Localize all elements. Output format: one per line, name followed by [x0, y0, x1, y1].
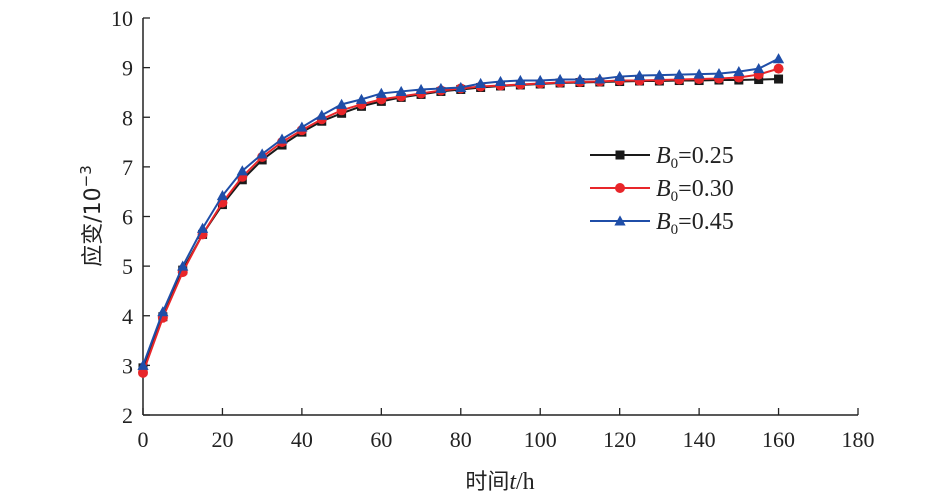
- legend-label: B0=0.30: [656, 176, 734, 205]
- data-point: [355, 93, 368, 104]
- y-tick-label: 3: [122, 353, 133, 378]
- data-point: [216, 190, 229, 201]
- data-point: [494, 75, 507, 87]
- data-point: [514, 74, 526, 86]
- legend-label-var: B: [656, 209, 671, 235]
- legend-marker: [615, 183, 625, 193]
- x-tick-label: 180: [842, 427, 875, 452]
- legend-label-sub: 0: [671, 156, 679, 172]
- legend-label-value: =0.25: [678, 143, 734, 169]
- legend-label-sub: 0: [671, 222, 679, 238]
- x-tick-label: 0: [138, 427, 149, 452]
- x-axis-ticks: 0 20 40 60 80 100 120 140 160 180: [138, 408, 875, 452]
- data-point: [653, 69, 666, 80]
- legend-label: B0=0.45: [656, 209, 734, 238]
- legend-label-value: =0.30: [678, 176, 734, 202]
- x-axis-title: 时间t/h: [465, 469, 534, 495]
- x-axis-title-var: t: [509, 469, 517, 495]
- data-point: [594, 73, 606, 84]
- data-point: [773, 63, 784, 74]
- y-axis-title: 应变/10−3: [77, 165, 106, 267]
- legend-label-var: B: [656, 176, 671, 202]
- y-tick-label: 9: [122, 56, 133, 81]
- legend-item: B0=0.30: [590, 176, 734, 205]
- series-triangle: [137, 53, 785, 370]
- legend-label: B0=0.25: [656, 143, 734, 172]
- y-tick-label: 2: [122, 403, 133, 428]
- data-point: [256, 148, 268, 159]
- data-point: [316, 109, 328, 120]
- legend-item: B0=0.25: [590, 143, 734, 172]
- data-point: [574, 73, 586, 85]
- legend-marker: [614, 215, 626, 226]
- data-point: [772, 53, 785, 64]
- x-tick-label: 140: [683, 427, 716, 452]
- data-point: [395, 85, 407, 96]
- y-tick-label: 4: [122, 304, 133, 329]
- y-tick-label: 7: [122, 155, 133, 180]
- y-tick-label: 6: [122, 205, 133, 230]
- data-point: [614, 70, 626, 82]
- x-tick-label: 20: [211, 427, 233, 452]
- y-axis-title-exp: −3: [77, 165, 95, 187]
- data-point: [475, 77, 487, 89]
- x-axis-title-post: /h: [516, 469, 535, 495]
- legend-label-sub: 0: [671, 189, 679, 205]
- y-tick-label: 8: [122, 105, 133, 130]
- data-point: [554, 73, 566, 85]
- x-axis-title-pre: 时间: [465, 470, 509, 495]
- data-point: [296, 121, 308, 132]
- y-tick-label: 10: [111, 6, 133, 31]
- data-point: [733, 65, 745, 77]
- data-point: [276, 133, 288, 144]
- y-axis-ticks: 2 3 4 5 6 7 8 9 10: [111, 6, 150, 428]
- data-point: [455, 81, 467, 92]
- data-point: [693, 68, 705, 79]
- data-point: [415, 83, 427, 94]
- data-point: [138, 367, 148, 378]
- data-point: [157, 306, 169, 317]
- y-axis-title-main: 应变/10: [81, 187, 106, 266]
- legend-marker: [615, 150, 625, 160]
- y-tick-label: 5: [122, 254, 133, 279]
- x-tick-label: 160: [762, 427, 795, 452]
- data-point: [177, 260, 189, 271]
- series-layer: [137, 53, 785, 378]
- data-point: [713, 67, 725, 79]
- x-tick-label: 60: [370, 427, 392, 452]
- legend-item: B0=0.45: [590, 209, 734, 238]
- data-point: [375, 87, 387, 98]
- data-point: [774, 74, 784, 84]
- data-point: [236, 165, 248, 176]
- data-point: [633, 69, 646, 81]
- data-point: [196, 222, 209, 233]
- data-point: [137, 359, 149, 370]
- data-point: [673, 68, 685, 80]
- data-point: [753, 62, 765, 74]
- x-tick-label: 40: [291, 427, 313, 452]
- x-tick-label: 100: [524, 427, 557, 452]
- data-point: [335, 98, 348, 109]
- data-point: [435, 82, 447, 93]
- x-tick-label: 120: [603, 427, 636, 452]
- x-tick-label: 80: [450, 427, 472, 452]
- data-point: [534, 74, 546, 86]
- legend-label-value: =0.45: [678, 209, 734, 235]
- legend-label-var: B: [656, 143, 671, 169]
